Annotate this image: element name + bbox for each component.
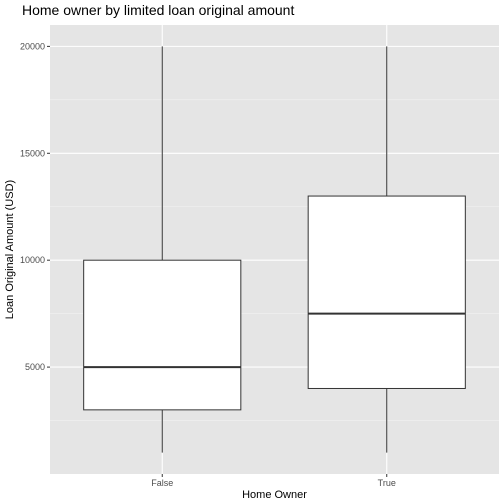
x-tick-label: False [151,478,173,488]
box-series [83,46,466,453]
y-axis-title: Loan Original Amount (USD) [4,180,16,319]
x-axis: False True [151,474,396,488]
y-axis: 5000 10000 15000 20000 [20,41,50,372]
y-tick-label: 5000 [25,362,45,372]
chart-title: Home owner by limited loan original amou… [22,2,294,18]
box-false [83,46,242,453]
y-tick-label: 20000 [20,41,45,51]
x-axis-title: Home Owner [242,489,307,501]
x-tick-label: True [378,478,396,488]
y-tick-label: 10000 [20,255,45,265]
box-true [307,46,466,453]
box-body [83,259,242,411]
y-tick-label: 15000 [20,148,45,158]
box-body [307,195,466,389]
